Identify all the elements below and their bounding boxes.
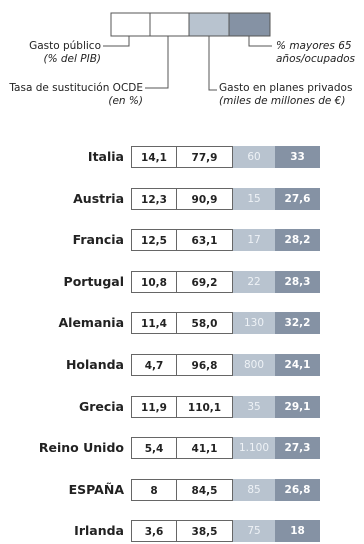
table-row: Portugal 10,8 69,2 22 28,3 xyxy=(0,269,364,295)
private-plans-cell: 800 xyxy=(233,354,275,376)
over65-cell: 28,3 xyxy=(275,271,320,293)
replacement-rate-cell: 84,5 xyxy=(177,479,233,501)
private-plans-cell: 22 xyxy=(233,271,275,293)
legend-swatch-private-plans xyxy=(189,13,229,36)
table-row: Francia 12,5 63,1 17 28,2 xyxy=(0,227,364,253)
table-row: ESPAÑA 8 84,5 85 26,8 xyxy=(0,477,364,503)
public-spending-cell: 14,1 xyxy=(131,146,177,168)
private-plans-cell: 35 xyxy=(233,396,275,418)
country-label: Grecia xyxy=(79,394,124,420)
over65-cell: 26,8 xyxy=(275,479,320,501)
over65-cell: 32,2 xyxy=(275,312,320,334)
table-row: Grecia 11,9 110,1 35 29,1 xyxy=(0,394,364,420)
legend-over65-unit: años/ocupados xyxy=(276,53,355,66)
replacement-rate-cell: 41,1 xyxy=(177,437,233,459)
country-label: Irlanda xyxy=(74,518,124,544)
public-spending-cell: 5,4 xyxy=(131,437,177,459)
legend-public-spending-label: Gasto público xyxy=(29,40,101,53)
legend-over65: % mayores 65 años/ocupados xyxy=(276,40,355,66)
table-row: Reino Unido 5,4 41,1 1.100 27,3 xyxy=(0,435,364,461)
legend-private-plans-unit: (miles de millones de €) xyxy=(219,95,352,108)
replacement-rate-cell: 110,1 xyxy=(177,396,233,418)
country-label: Reino Unido xyxy=(39,435,124,461)
country-label: Holanda xyxy=(66,352,124,378)
country-label: Portugal xyxy=(64,269,124,295)
public-spending-cell: 4,7 xyxy=(131,354,177,376)
public-spending-cell: 12,3 xyxy=(131,188,177,210)
legend-over65-label: % mayores 65 xyxy=(276,40,355,53)
over65-cell: 27,6 xyxy=(275,188,320,210)
legend-private-plans: Gasto en planes privados (miles de millo… xyxy=(219,82,352,108)
over65-cell: 24,1 xyxy=(275,354,320,376)
table-row: Irlanda 3,6 38,5 75 18 xyxy=(0,518,364,544)
legend-replacement-rate-label: Tasa de sustitución OCDE xyxy=(9,82,143,95)
over65-cell: 29,1 xyxy=(275,396,320,418)
legend-swatch-replacement-rate xyxy=(150,13,189,36)
replacement-rate-cell: 63,1 xyxy=(177,229,233,251)
leader-line-public-spending xyxy=(103,36,129,46)
leader-line-over65 xyxy=(249,36,272,46)
leader-line-private-plans xyxy=(209,36,217,90)
public-spending-cell: 11,9 xyxy=(131,396,177,418)
legend-private-plans-label: Gasto en planes privados xyxy=(219,82,352,95)
country-label: ESPAÑA xyxy=(69,477,124,503)
legend-swatch-public-spending xyxy=(111,13,150,36)
country-label: Austria xyxy=(73,186,124,212)
leader-line-replacement-rate xyxy=(145,36,168,88)
legend-replacement-rate: Tasa de sustitución OCDE (en %) xyxy=(9,82,143,108)
legend-public-spending-unit: (% del PIB) xyxy=(29,53,101,66)
private-plans-cell: 15 xyxy=(233,188,275,210)
country-label: Alemania xyxy=(58,310,124,336)
over65-cell: 18 xyxy=(275,520,320,542)
country-label: Italia xyxy=(88,144,124,170)
legend-replacement-rate-unit: (en %) xyxy=(9,95,143,108)
over65-cell: 33 xyxy=(275,146,320,168)
legend-swatch-over65 xyxy=(229,13,270,36)
replacement-rate-cell: 58,0 xyxy=(177,312,233,334)
replacement-rate-cell: 77,9 xyxy=(177,146,233,168)
legend-public-spending: Gasto público (% del PIB) xyxy=(29,40,101,66)
private-plans-cell: 75 xyxy=(233,520,275,542)
over65-cell: 27,3 xyxy=(275,437,320,459)
replacement-rate-cell: 90,9 xyxy=(177,188,233,210)
private-plans-cell: 17 xyxy=(233,229,275,251)
table-row: Holanda 4,7 96,8 800 24,1 xyxy=(0,352,364,378)
table-row: Austria 12,3 90,9 15 27,6 xyxy=(0,186,364,212)
public-spending-cell: 10,8 xyxy=(131,271,177,293)
public-spending-cell: 11,4 xyxy=(131,312,177,334)
legend: Gasto público (% del PIB) Tasa de sustit… xyxy=(0,0,364,128)
country-label: Francia xyxy=(73,227,124,253)
replacement-rate-cell: 96,8 xyxy=(177,354,233,376)
table-row: Italia 14,1 77,9 60 33 xyxy=(0,144,364,170)
private-plans-cell: 85 xyxy=(233,479,275,501)
replacement-rate-cell: 38,5 xyxy=(177,520,233,542)
replacement-rate-cell: 69,2 xyxy=(177,271,233,293)
public-spending-cell: 12,5 xyxy=(131,229,177,251)
table-row: Alemania 11,4 58,0 130 32,2 xyxy=(0,310,364,336)
private-plans-cell: 1.100 xyxy=(233,437,275,459)
over65-cell: 28,2 xyxy=(275,229,320,251)
public-spending-cell: 3,6 xyxy=(131,520,177,542)
private-plans-cell: 60 xyxy=(233,146,275,168)
private-plans-cell: 130 xyxy=(233,312,275,334)
public-spending-cell: 8 xyxy=(131,479,177,501)
